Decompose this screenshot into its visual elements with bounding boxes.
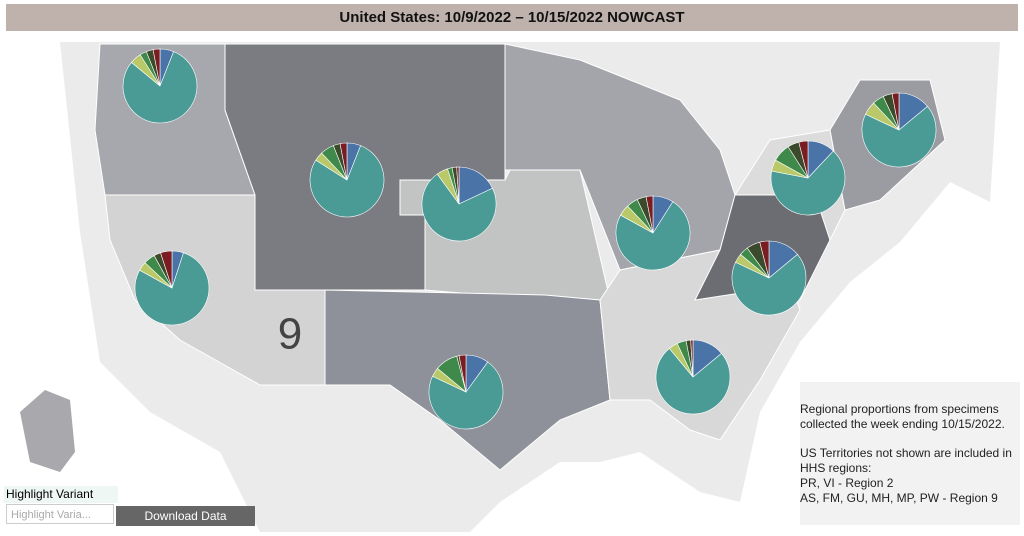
pie-slice: [134, 252, 210, 326]
highlight-label: Highlight Variant: [4, 486, 118, 503]
pie-slice: [160, 250, 173, 289]
pie-slice: [421, 173, 497, 242]
note-line: collected the week ending 10/15/2022.: [800, 417, 1005, 431]
note-line: PR, VI - Region 2: [800, 476, 894, 490]
download-button[interactable]: Download Data: [116, 506, 255, 526]
pie-slice: [122, 51, 198, 124]
pie: [122, 48, 198, 124]
pie-slice: [339, 142, 348, 181]
pie: [615, 195, 691, 271]
pie-slice: [309, 145, 385, 218]
note-paragraph: US Territories not shown are included in…: [800, 446, 1020, 506]
pie: [428, 354, 504, 430]
note-paragraph: Regional proportions from specimens colle…: [800, 402, 1020, 432]
pie: [770, 140, 846, 216]
alaska: [20, 390, 75, 472]
pie-slice: [759, 240, 770, 279]
pie-slice: [770, 150, 846, 216]
title: United States: 10/9/2022 – 10/15/2022 NO…: [6, 4, 1018, 31]
pie-slice: [615, 201, 691, 271]
pie-slice: [428, 361, 504, 430]
pie-slice: [152, 48, 161, 87]
pie-slice: [798, 140, 809, 179]
pie-slice: [655, 348, 731, 415]
pie-slice: [645, 195, 654, 234]
highlight-input[interactable]: Highlight Varia...: [6, 504, 114, 524]
pie-slice: [456, 166, 460, 205]
pie: [134, 250, 210, 326]
note: Regional proportions from specimens colle…: [800, 382, 1020, 525]
pie: [309, 142, 385, 218]
pie: [655, 339, 731, 415]
pie: [861, 92, 937, 168]
note-line: US Territories not shown are included in: [800, 446, 1012, 460]
pie-slice: [690, 339, 694, 378]
note-line: Regional proportions from specimens: [800, 402, 999, 416]
pie-slice: [458, 354, 467, 393]
pie: [731, 240, 807, 316]
pie-slice: [891, 92, 900, 131]
map: 9: [20, 42, 1000, 532]
note-line: AS, FM, GU, MH, MP, PW - Region 9: [800, 491, 998, 505]
pie: [421, 166, 497, 242]
note-line: HHS regions:: [800, 461, 872, 475]
pie-slice: [458, 166, 493, 205]
region-label: 9: [278, 310, 302, 359]
